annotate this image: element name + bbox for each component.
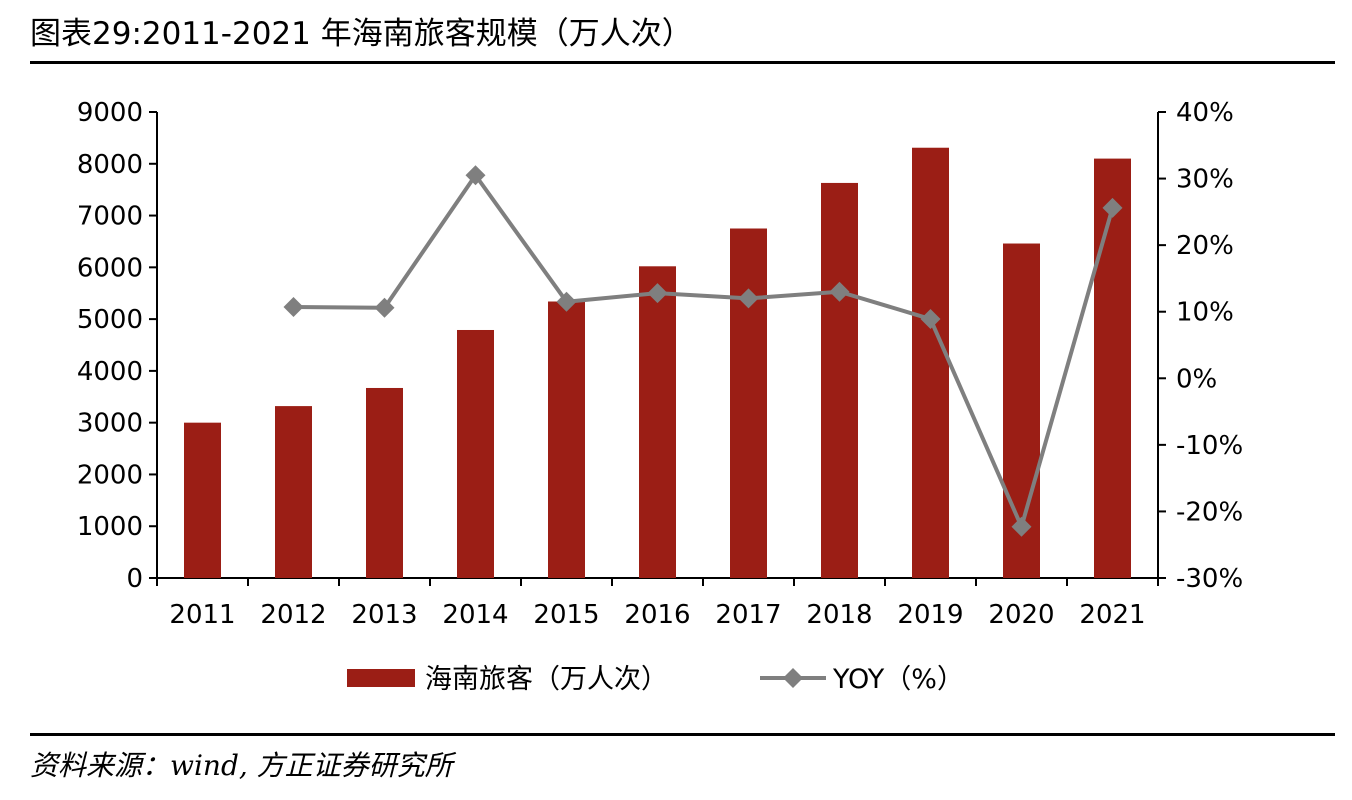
legend-bar-label: 海南旅客（万人次）: [425, 664, 668, 695]
right-axis-tick-label: 0%: [1176, 364, 1217, 394]
source-divider: [30, 733, 1335, 736]
right-axis-tick-label: 20%: [1176, 231, 1234, 261]
yoy-marker-2017: [738, 288, 759, 309]
title-divider: [30, 61, 1335, 64]
yoy-line: [293, 173, 1115, 529]
x-axis-tick-label: 2014: [442, 600, 508, 630]
yoy-marker-2020: [1011, 516, 1032, 537]
source-note: 资料来源：wind, 方正证券研究所: [30, 749, 453, 782]
x-axis-tick-label: 2013: [351, 600, 417, 630]
bar-2021: [1094, 158, 1131, 578]
x-axis-tick-label: 2017: [715, 600, 781, 630]
x-axis-tick-label: 2015: [533, 600, 599, 630]
bar-2018: [821, 182, 858, 579]
x-axis-tick-label: 2021: [1079, 600, 1145, 630]
bar-2012: [275, 406, 312, 578]
left-axis-tick-label: 9000: [77, 98, 143, 128]
chart-area: 0 1000 2000 3000 4000 5000 6000 7000 8000 9000 -30…: [77, 98, 1243, 695]
yoy-marker-2012: [283, 297, 304, 318]
x-axis-tick-label: 2011: [169, 600, 235, 630]
tick-labels: 0 1000 2000 3000 4000 5000 6000 7000 8000 9000 -30…: [77, 98, 1243, 630]
bar-2017: [730, 228, 767, 578]
right-axis-tick-label: -10%: [1176, 431, 1243, 461]
left-axis-tick-label: 5000: [77, 305, 143, 335]
x-axis-tick-label: 2020: [988, 600, 1054, 630]
bar-2013: [366, 387, 403, 578]
yoy-marker-2021: [1102, 197, 1123, 218]
left-axis-tick-label: 3000: [77, 409, 143, 439]
right-axis-tick-label: -30%: [1176, 564, 1243, 594]
yoy-line-series: [283, 165, 1123, 537]
chart-title: 图表29:2011-2021 年海南旅客规模（万人次）: [30, 16, 693, 52]
yoy-marker-2018: [829, 281, 850, 302]
x-axis-tick-label: 2016: [624, 600, 690, 630]
right-axis-tick-label: 30%: [1176, 165, 1234, 195]
yoy-marker-2013: [374, 297, 395, 318]
legend-line-label: YOY（%）: [832, 664, 964, 695]
right-axis-tick-label: -20%: [1176, 497, 1243, 527]
bar-2014: [457, 329, 494, 578]
left-axis-tick-label: 0: [126, 564, 143, 594]
bar-2016: [639, 266, 676, 578]
yoy-marker-2015: [556, 291, 577, 312]
left-axis-tick-label: 2000: [77, 460, 143, 490]
bar-2019: [912, 147, 949, 578]
left-axis-tick-label: 1000: [77, 512, 143, 542]
x-axis-tick-label: 2018: [806, 600, 872, 630]
yoy-marker-2014: [465, 165, 486, 186]
x-axis-tick-label: 2012: [260, 600, 326, 630]
left-axis-tick-label: 4000: [77, 357, 143, 387]
yoy-marker-2019: [920, 309, 941, 330]
left-axis-tick-label: 7000: [77, 202, 143, 232]
yoy-marker-2016: [647, 283, 668, 304]
bar-2015: [548, 301, 585, 578]
x-axis-tick-label: 2019: [897, 600, 963, 630]
legend: 海南旅客（万人次） YOY（%）: [347, 664, 964, 695]
bar-2011: [184, 422, 221, 578]
bar-series: [184, 147, 1131, 579]
right-axis-tick-label: 40%: [1176, 98, 1234, 128]
left-axis-tick-label: 6000: [77, 253, 143, 283]
right-axis-tick-label: 10%: [1176, 298, 1234, 328]
legend-bar-swatch: [347, 669, 415, 687]
legend-diamond-marker: [783, 668, 803, 688]
left-axis-tick-label: 8000: [77, 150, 143, 180]
